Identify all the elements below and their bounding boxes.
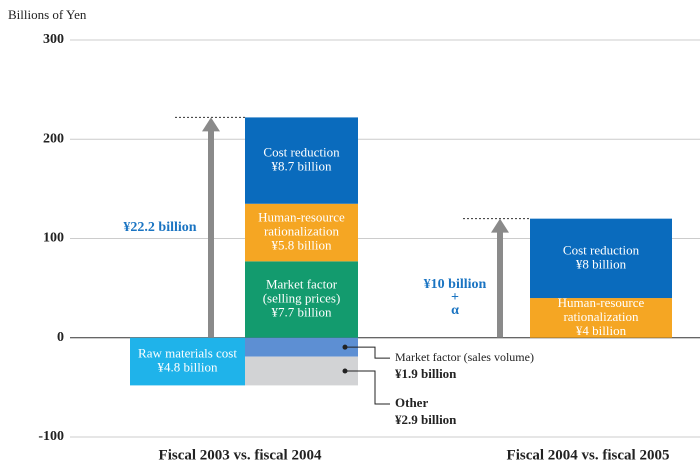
y-tick-label: 200: [43, 131, 64, 146]
segment: [245, 261, 358, 338]
segment-label: rationalization: [563, 309, 639, 324]
total-label: ¥10 billion: [424, 277, 487, 292]
total-label: +: [451, 290, 459, 305]
segment-label: rationalization: [264, 224, 340, 239]
callout-line: [345, 370, 390, 405]
total-label: α: [451, 303, 459, 318]
arrow-head: [202, 117, 220, 132]
y-axis-label: Billions of Yen: [8, 7, 87, 22]
segment-label: Cost reduction: [563, 242, 640, 257]
segment-label: ¥4.8 billion: [158, 360, 218, 375]
segment-label: ¥7.7 billion: [272, 305, 332, 320]
segment: [245, 356, 358, 386]
callout-label: ¥2.9 billion: [395, 412, 457, 427]
callout-label: Market factor (sales volume): [395, 350, 534, 364]
segment-label: Cost reduction: [263, 145, 340, 160]
arrow-head: [491, 218, 509, 233]
segment: [245, 203, 358, 262]
segment: [530, 298, 672, 338]
y-tick-label: 100: [43, 231, 64, 246]
offset-bar: [130, 337, 245, 386]
segment-label: (selling prices): [263, 291, 341, 306]
callout-label: ¥1.9 billion: [395, 366, 457, 381]
segment-label: ¥8 billion: [576, 256, 627, 271]
segment-label: ¥5.8 billion: [272, 238, 332, 253]
group-label: Fiscal 2004 vs. fiscal 2005: [507, 447, 670, 463]
y-tick-label: -100: [38, 429, 64, 444]
segment-label: ¥4 billion: [576, 323, 627, 338]
segment: [245, 117, 358, 204]
segment-label: Human-resource: [558, 295, 645, 310]
segment-label: Human-resource: [258, 210, 345, 225]
callout-line: [345, 346, 390, 359]
segment: [530, 218, 672, 299]
total-label: ¥22.2 billion: [123, 220, 196, 235]
segment-label: ¥8.7 billion: [272, 159, 332, 174]
callout-label: Other: [395, 395, 428, 410]
y-tick-label: 0: [57, 330, 64, 345]
y-tick-label: 300: [43, 32, 64, 47]
segment: [245, 337, 358, 357]
segment-label: Raw materials cost: [138, 346, 237, 361]
segment-label: Market factor: [266, 277, 338, 292]
group-label: Fiscal 2003 vs. fiscal 2004: [159, 447, 322, 463]
